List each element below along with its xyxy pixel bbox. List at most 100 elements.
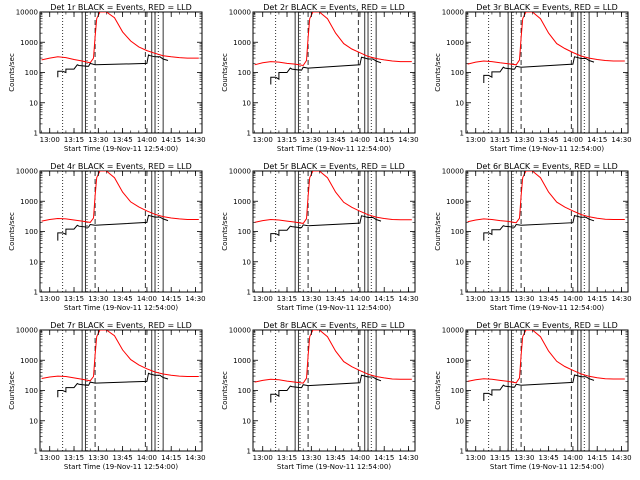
- x-axis-label: Start Time (19-Nov-11 12:54:00): [490, 304, 604, 312]
- panel-det-3: 1 10 100 1000 10000 13:00 13:15 13:30 13:45 14:00…: [434, 3, 632, 153]
- x-tick-label: 13:15: [64, 454, 84, 462]
- y-tick-label: 1: [34, 289, 38, 297]
- y-axis-label: Counts/sec: [434, 371, 442, 410]
- x-tick-label: 13:45: [113, 295, 133, 303]
- panel-title: Det 6r BLACK = Events, RED = LLD: [476, 162, 618, 171]
- x-axis-label: Start Time (19-Nov-11 12:54:00): [490, 145, 604, 153]
- events-series-line: [270, 56, 382, 85]
- y-axis-label: Counts/sec: [221, 53, 229, 92]
- y-tick-label: 1: [460, 130, 464, 138]
- panel-title: Det 2r BLACK = Events, RED = LLD: [263, 3, 405, 12]
- x-tick-label: 13:45: [113, 136, 133, 144]
- x-tick-label: 14:15: [587, 136, 607, 144]
- x-tick-label: 13:00: [40, 454, 60, 462]
- y-tick-label: 1: [247, 130, 251, 138]
- x-tick-label: 14:00: [137, 136, 157, 144]
- events-series-line: [57, 54, 169, 78]
- x-tick-label: 13:00: [40, 136, 60, 144]
- y-tick-label: 10000: [229, 9, 251, 17]
- y-tick-label: 100: [451, 69, 464, 77]
- y-axis-label: Counts/sec: [221, 371, 229, 410]
- events-series-line: [483, 56, 595, 83]
- x-tick-label: 14:00: [350, 295, 370, 303]
- lld-series-line: [41, 171, 199, 223]
- y-tick-label: 1000: [233, 198, 251, 206]
- events-series-line: [57, 214, 169, 241]
- x-tick-label: 14:15: [161, 454, 181, 462]
- x-tick-label: 13:15: [64, 136, 84, 144]
- y-tick-label: 1000: [20, 39, 38, 47]
- x-tick-label: 14:00: [137, 295, 157, 303]
- panel-title: Det 8r BLACK = Events, RED = LLD: [263, 321, 405, 330]
- x-axis-label: Start Time (19-Nov-11 12:54:00): [64, 463, 178, 471]
- x-tick-label: 13:00: [40, 295, 60, 303]
- x-tick-label: 13:00: [253, 295, 273, 303]
- x-tick-label: 13:00: [466, 136, 486, 144]
- panel-det-4: 1 10 100 1000 10000 13:00 13:15 13:30 13:45 14:00…: [8, 162, 206, 312]
- x-axis-label: Start Time (19-Nov-11 12:54:00): [277, 463, 391, 471]
- y-axis-label: Counts/sec: [8, 371, 16, 410]
- x-tick-label: 13:15: [277, 454, 297, 462]
- x-tick-label: 13:30: [301, 136, 321, 144]
- lld-series-line: [41, 330, 199, 382]
- x-tick-label: 13:30: [301, 295, 321, 303]
- y-tick-label: 1000: [446, 198, 464, 206]
- panel-det-1: 1 10 100 1000 10000 13:00 13:15 13:30 13:45 14:00…: [8, 3, 206, 153]
- x-tick-label: 13:45: [539, 454, 559, 462]
- x-tick-label: 14:15: [587, 295, 607, 303]
- y-axis-label: Counts/sec: [434, 53, 442, 92]
- y-tick-label: 1000: [446, 357, 464, 365]
- x-tick-label: 13:30: [88, 454, 108, 462]
- x-tick-label: 13:00: [466, 454, 486, 462]
- x-tick-label: 14:00: [563, 136, 583, 144]
- x-tick-label: 13:30: [514, 136, 534, 144]
- y-tick-label: 10000: [16, 168, 38, 176]
- x-axis-label: Start Time (19-Nov-11 12:54:00): [277, 145, 391, 153]
- x-tick-label: 14:30: [611, 454, 631, 462]
- lld-series-line: [254, 12, 412, 67]
- x-tick-label: 14:30: [398, 454, 418, 462]
- y-tick-label: 100: [451, 387, 464, 395]
- x-tick-label: 14:00: [137, 454, 157, 462]
- x-tick-label: 13:45: [539, 295, 559, 303]
- x-tick-label: 13:00: [253, 136, 273, 144]
- x-tick-label: 13:30: [301, 454, 321, 462]
- x-tick-label: 14:15: [161, 295, 181, 303]
- x-tick-label: 13:15: [490, 454, 510, 462]
- y-tick-label: 100: [238, 228, 251, 236]
- x-tick-label: 13:15: [64, 295, 84, 303]
- x-tick-label: 13:30: [88, 136, 108, 144]
- x-axis-label: Start Time (19-Nov-11 12:54:00): [277, 304, 391, 312]
- y-tick-label: 1: [460, 289, 464, 297]
- x-tick-label: 13:15: [490, 136, 510, 144]
- x-tick-label: 14:00: [350, 454, 370, 462]
- x-tick-label: 14:30: [185, 136, 205, 144]
- x-tick-label: 14:00: [563, 295, 583, 303]
- x-tick-label: 14:30: [398, 295, 418, 303]
- y-tick-label: 10: [242, 417, 251, 425]
- y-tick-label: 1000: [233, 357, 251, 365]
- x-tick-label: 13:30: [514, 454, 534, 462]
- y-tick-label: 10000: [442, 168, 464, 176]
- y-tick-label: 10000: [442, 9, 464, 17]
- y-tick-label: 10: [29, 99, 38, 107]
- y-tick-label: 100: [25, 69, 38, 77]
- x-tick-label: 14:30: [185, 454, 205, 462]
- events-series-line: [483, 374, 595, 401]
- x-tick-label: 13:00: [466, 295, 486, 303]
- panel-det-5: 1 10 100 1000 10000 13:00 13:15 13:30 13:45 14:00…: [221, 162, 419, 312]
- lld-series-line: [254, 171, 412, 224]
- x-tick-label: 14:00: [563, 454, 583, 462]
- events-series-line: [483, 214, 595, 241]
- y-tick-label: 10000: [16, 327, 38, 335]
- y-tick-label: 1: [247, 448, 251, 456]
- x-tick-label: 14:15: [374, 295, 394, 303]
- y-tick-label: 10000: [442, 327, 464, 335]
- y-tick-label: 100: [451, 228, 464, 236]
- y-tick-label: 10000: [229, 327, 251, 335]
- y-tick-label: 10: [455, 99, 464, 107]
- y-axis-label: Counts/sec: [434, 212, 442, 251]
- panel-det-9: 1 10 100 1000 10000 13:00 13:15 13:30 13:45 14:00…: [434, 321, 632, 471]
- x-tick-label: 14:15: [374, 136, 394, 144]
- x-axis-label: Start Time (19-Nov-11 12:54:00): [490, 463, 604, 471]
